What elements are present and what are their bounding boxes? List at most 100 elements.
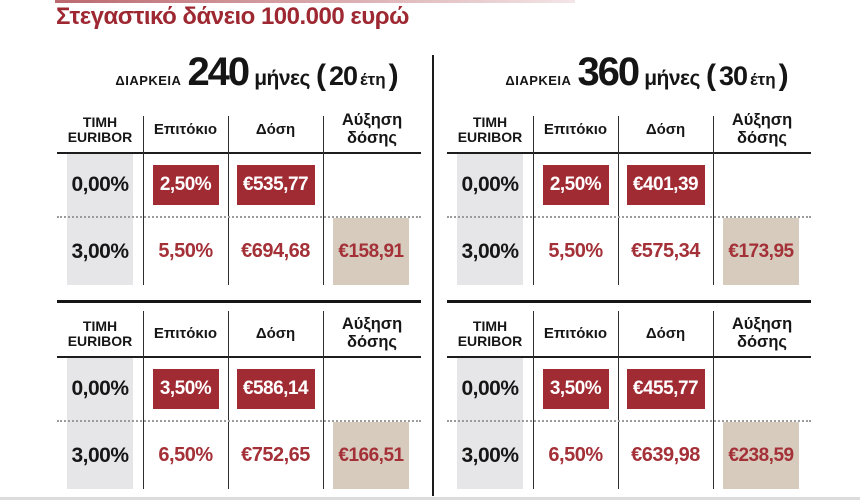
- loan-table-360-scenario-2: ΤΙΜΗ EURIBOR Επιτόκιο Δόση Αύξηση δόσης …: [447, 300, 811, 489]
- header-underline: [447, 356, 811, 358]
- duration-months-value: 360: [577, 50, 640, 94]
- column-separator: [323, 116, 324, 285]
- row-separator: [447, 216, 811, 218]
- duration-header-360: ΔΙΑΡΚΕΙΑ 360 μήνες ( 30 έτη ): [465, 50, 829, 96]
- column-separator: [323, 311, 324, 489]
- euribor-column-background: [457, 358, 523, 489]
- column-header-euribor: ΤΙΜΗ EURIBOR: [67, 113, 133, 145]
- euribor-value: 3,00%: [71, 239, 129, 263]
- column-separator: [533, 116, 534, 285]
- increase-cell-empty: [323, 154, 421, 216]
- installment-value: €694,68: [241, 240, 310, 262]
- row-separator: [57, 420, 421, 422]
- installment-value: €401,39: [626, 165, 705, 205]
- paren-open: (: [315, 59, 326, 92]
- column-header-rate: Επιτόκιο: [543, 324, 608, 342]
- euribor-value: 3,00%: [71, 443, 129, 467]
- column-header-installment: Δόση: [255, 120, 296, 138]
- euribor-value: 0,00%: [461, 377, 519, 400]
- header-underline: [447, 152, 811, 154]
- column-separator: [533, 311, 534, 489]
- column-separator: [143, 116, 144, 285]
- paren-close: ): [388, 59, 399, 92]
- installment-cell: €455,77: [618, 358, 713, 420]
- installment-increase-value: €238,59: [723, 422, 799, 489]
- installment-value: €639,98: [631, 444, 700, 466]
- installment-cell: €586,14: [228, 358, 323, 420]
- column-header-euribor: ΤΙΜΗ EURIBOR: [457, 317, 523, 349]
- duration-label: ΔΙΑΡΚΕΙΑ: [505, 73, 572, 88]
- installment-value: €752,65: [241, 444, 310, 466]
- table-row: 0,00% 3,50% €455,77: [447, 358, 811, 420]
- interest-rate-value: 6,50%: [548, 444, 603, 466]
- loan-table-360-scenario-1: ΤΙΜΗ EURIBOR Επιτόκιο Δόση Αύξηση δόσης …: [447, 108, 811, 285]
- duration-months-value: 240: [187, 50, 250, 94]
- row-separator: [57, 216, 421, 218]
- increase-cell: €166,51: [323, 422, 421, 489]
- euribor-value: 0,00%: [71, 377, 129, 400]
- euribor-value: 0,00%: [71, 173, 129, 196]
- euribor-value: 3,00%: [461, 443, 519, 467]
- increase-cell: €173,95: [713, 218, 811, 285]
- duration-years-unit: έτη: [359, 70, 386, 89]
- section-360-months: ΔΙΑΡΚΕΙΑ 360 μήνες ( 30 έτη ) ΤΙΜΗ EURIB…: [447, 0, 811, 500]
- table-row: 0,00% 2,50% €535,77: [57, 154, 421, 216]
- table-row: 3,00% 5,50% €575,34 €173,95: [447, 218, 811, 285]
- table-row: 0,00% 3,50% €586,14: [57, 358, 421, 420]
- installment-increase-value: €158,91: [333, 218, 409, 285]
- column-header-rate: Επιτόκιο: [153, 120, 218, 138]
- table-header-row: ΤΙΜΗ EURIBOR Επιτόκιο Δόση Αύξηση δόσης: [57, 312, 421, 356]
- paren-open: (: [705, 59, 716, 92]
- installment-cell: €535,77: [228, 154, 323, 216]
- duration-years-value: 30: [718, 61, 748, 91]
- duration-months-unit: μήνες: [644, 67, 700, 90]
- duration-years-group: ( 30 έτη ): [706, 59, 789, 93]
- loan-table-240-scenario-1: ΤΙΜΗ EURIBOR Επιτόκιο Δόση Αύξηση δόσης …: [57, 108, 421, 285]
- column-header-increase: Αύξηση δόσης: [731, 315, 793, 351]
- column-header-euribor: ΤΙΜΗ EURIBOR: [67, 317, 133, 349]
- column-separator: [713, 311, 714, 489]
- section-divider: [432, 55, 434, 496]
- euribor-column-background: [67, 358, 133, 489]
- column-separator: [713, 116, 714, 285]
- column-separator: [618, 311, 619, 489]
- installment-value: €455,77: [626, 369, 705, 409]
- column-separator: [618, 116, 619, 285]
- table-row: 0,00% 2,50% €401,39: [447, 154, 811, 216]
- column-header-rate: Επιτόκιο: [543, 120, 608, 138]
- interest-rate-value: 2,50%: [542, 165, 609, 205]
- euribor-value: 3,00%: [461, 239, 519, 263]
- euribor-column-background: [67, 154, 133, 285]
- duration-years-value: 20: [328, 61, 358, 91]
- paren-close: ): [778, 59, 789, 92]
- column-header-installment: Δόση: [255, 324, 296, 342]
- page-title: Στεγαστικό δάνειο 100.000 ευρώ: [56, 3, 409, 30]
- installment-value: €575,34: [631, 240, 700, 262]
- loan-table-240-scenario-2: ΤΙΜΗ EURIBOR Επιτόκιο Δόση Αύξηση δόσης …: [57, 300, 421, 489]
- rate-cell: 3,50%: [533, 358, 618, 420]
- duration-label: ΔΙΑΡΚΕΙΑ: [115, 73, 182, 88]
- increase-cell-empty: [713, 358, 811, 420]
- column-header-installment: Δόση: [645, 120, 686, 138]
- header-underline: [57, 152, 421, 154]
- row-separator: [447, 420, 811, 422]
- installment-value: €535,77: [236, 165, 315, 205]
- table-row: 3,00% 6,50% €639,98 €238,59: [447, 422, 811, 489]
- column-header-increase: Αύξηση δόσης: [341, 111, 403, 147]
- installment-value: €586,14: [236, 369, 315, 409]
- bottom-gray-rule: [0, 497, 860, 500]
- top-red-rule: [55, 0, 575, 3]
- duration-months-unit: μήνες: [254, 67, 310, 90]
- rate-cell: 2,50%: [533, 154, 618, 216]
- increase-cell: €158,91: [323, 218, 421, 285]
- euribor-column-background: [457, 154, 523, 285]
- table-row: 3,00% 6,50% €752,65 €166,51: [57, 422, 421, 489]
- interest-rate-value: 5,50%: [548, 240, 603, 262]
- interest-rate-value: 6,50%: [158, 444, 213, 466]
- column-header-rate: Επιτόκιο: [153, 324, 218, 342]
- installment-cell: €401,39: [618, 154, 713, 216]
- interest-rate-value: 3,50%: [542, 369, 609, 409]
- interest-rate-value: 5,50%: [158, 240, 213, 262]
- table-header-row: ΤΙΜΗ EURIBOR Επιτόκιο Δόση Αύξηση δόσης: [57, 108, 421, 152]
